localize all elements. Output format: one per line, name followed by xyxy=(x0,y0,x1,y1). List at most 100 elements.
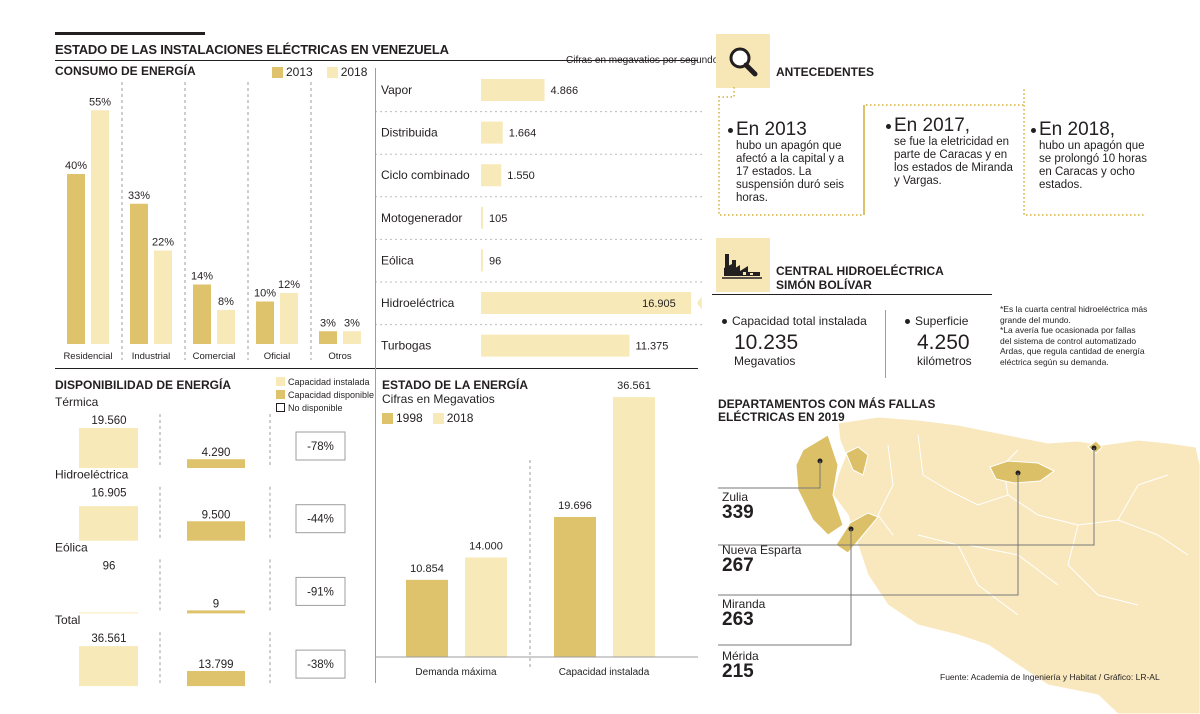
cifras-category-label: Vapor xyxy=(381,83,412,97)
cifras-note: Cifras en megavatios por segundo xyxy=(566,55,719,66)
consumo-bar xyxy=(67,174,85,344)
consumo-bar xyxy=(193,284,211,344)
dept-name: Miranda xyxy=(722,597,766,611)
dept-nueva-esparta: Nueva Esparta 267 xyxy=(722,542,802,575)
legend-item-instalada: Capacidad instalada xyxy=(276,376,374,389)
consumo-chart: 40% 55% Residencial 33% 22% Industrial 14% 8% Co… xyxy=(63,82,361,362)
superficie-label: Superficie xyxy=(915,314,969,328)
cifras-value-label: 1.550 xyxy=(507,170,535,182)
cifras-category-label: Hidroeléctrica xyxy=(381,296,455,310)
estado-bar-label: 19.696 xyxy=(558,500,592,512)
departamentos-title: DEPARTAMENTOS CON MÁS FALLAS ELÉCTRICAS … xyxy=(718,398,935,424)
dept-value: 215 xyxy=(722,661,754,682)
cifras-break-mark xyxy=(691,292,705,314)
event-text: hubo un apagón que se prolongó 10 horas … xyxy=(1039,140,1148,191)
central-note-2: *La avería fue ocasionada por fallas del… xyxy=(1000,325,1145,367)
cifras-value-label: 11.375 xyxy=(636,341,669,353)
antecedentes-icon-box xyxy=(716,34,770,88)
consumo-bar-label: 22% xyxy=(152,237,174,249)
consumo-category-label: Comercial xyxy=(193,351,236,362)
disp-bar-disponible xyxy=(187,459,245,468)
cifras-value-label: 96 xyxy=(489,255,501,267)
central-superficie: Superficie 4.250 kilómetros xyxy=(905,314,972,368)
estado-bar-label: 36.561 xyxy=(617,380,651,392)
consumo-bar-label: 55% xyxy=(89,96,111,108)
estado-legend: 1998 2018 xyxy=(382,411,473,425)
legend-item-no-disponible: No disponible xyxy=(276,402,374,415)
bullet-dot xyxy=(722,319,727,324)
legend-label-1998: 1998 xyxy=(396,411,423,425)
consumo-bar xyxy=(343,331,361,344)
cifras-bar xyxy=(481,121,503,144)
disp-disponible-label: 13.799 xyxy=(198,659,233,671)
consumo-bar xyxy=(217,310,235,344)
central-icon-box xyxy=(716,238,770,292)
event-dot xyxy=(886,124,891,129)
capacidad-unit: Megavatios xyxy=(734,354,796,368)
consumo-bar xyxy=(280,293,298,344)
antecedentes-timeline xyxy=(718,87,1144,216)
disp-category-label: Térmica xyxy=(55,395,99,409)
disp-bar-disponible xyxy=(187,521,245,541)
capacidad-label: Capacidad total instalada xyxy=(732,314,867,328)
consumo-bar-label: 14% xyxy=(191,271,213,283)
disp-instalada-label: 96 xyxy=(103,560,116,572)
map-merida xyxy=(835,512,879,554)
disp-no-disponible-label: -44% xyxy=(307,514,334,526)
legend-label-2013: 2013 xyxy=(286,65,313,79)
legend-label-2018: 2018 xyxy=(340,65,368,79)
disp-no-disponible-box xyxy=(295,504,346,534)
consumo-bar xyxy=(319,331,337,344)
leader-merida xyxy=(718,529,852,646)
map-falcon-peninsula xyxy=(845,446,869,476)
central-divider xyxy=(885,310,886,378)
dept-value: 339 xyxy=(722,502,754,523)
consumo-bar-label: 10% xyxy=(254,288,276,300)
bullet-dot xyxy=(905,319,910,324)
event-year: En 2017, xyxy=(894,115,971,136)
vertical-divider xyxy=(375,68,376,683)
departamentos-title-line2: ELÉCTRICAS EN 2019 xyxy=(718,410,845,424)
estado-subtitle: Cifras en Megavatios xyxy=(382,392,495,406)
cifras-bar xyxy=(481,164,502,187)
superficie-unit: kilómetros xyxy=(917,354,972,368)
event-2018: En 2018, hubo un apagón que se prolongó … xyxy=(1031,120,1161,192)
cifras-category-label: Distribuida xyxy=(381,126,438,140)
disp-disponible-label: 9 xyxy=(213,598,219,610)
event-2017: En 2017, se fue la eletricidad en parte … xyxy=(886,116,1016,188)
cifras-chart: Vapor 4.866 Distribuida 1.664 Ciclo combinad… xyxy=(375,79,705,357)
estado-bar xyxy=(406,579,448,657)
event-dot xyxy=(728,128,733,133)
venezuela-map xyxy=(718,416,1200,714)
cifras-bar xyxy=(481,206,483,229)
legend-swatch-2013 xyxy=(272,66,283,78)
dept-name: Nueva Esparta xyxy=(722,543,802,557)
disp-disponible-label: 4.290 xyxy=(202,447,231,459)
disp-bar-instalada xyxy=(79,612,138,614)
leader-zulia xyxy=(718,461,821,489)
cifras-bar xyxy=(481,334,630,357)
central-title: CENTRAL HIDROELÉCTRICA SIMÓN BOLÍVAR xyxy=(776,264,944,292)
disp-bar-disponible xyxy=(187,671,245,687)
disp-no-disponible-label: -91% xyxy=(307,586,334,598)
title-rule xyxy=(55,60,698,61)
dept-value: 263 xyxy=(722,609,754,630)
event-year: En 2013 xyxy=(736,119,807,140)
central-title-line2: SIMÓN BOLÍVAR xyxy=(776,278,872,292)
dept-zulia: Zulia 339 xyxy=(722,489,754,523)
consumo-bar-label: 3% xyxy=(344,317,360,329)
disp-bar-instalada xyxy=(79,428,138,468)
event-2013: En 2013 hubo un apagón que afectó a la c… xyxy=(728,120,858,205)
legend-item-disponible: Capacidad disponible xyxy=(276,389,374,402)
disp-instalada-label: 19.560 xyxy=(91,415,126,427)
central-capacidad: Capacidad total instalada 10.235 Megavat… xyxy=(722,314,867,368)
cifras-category-label: Turbogas xyxy=(381,339,431,353)
estado-bar-label: 14.000 xyxy=(469,540,503,552)
capacidad-value: 10.235 xyxy=(734,331,799,354)
estado-bar-label: 10.854 xyxy=(410,563,444,575)
departamentos-title-line1: DEPARTAMENTOS CON MÁS FALLAS xyxy=(718,397,936,411)
consumo-bar xyxy=(130,203,148,344)
event-dot xyxy=(1031,128,1036,133)
legend-label-instalada: Capacidad instalada xyxy=(288,377,370,387)
disp-no-disponible-box xyxy=(295,431,346,461)
